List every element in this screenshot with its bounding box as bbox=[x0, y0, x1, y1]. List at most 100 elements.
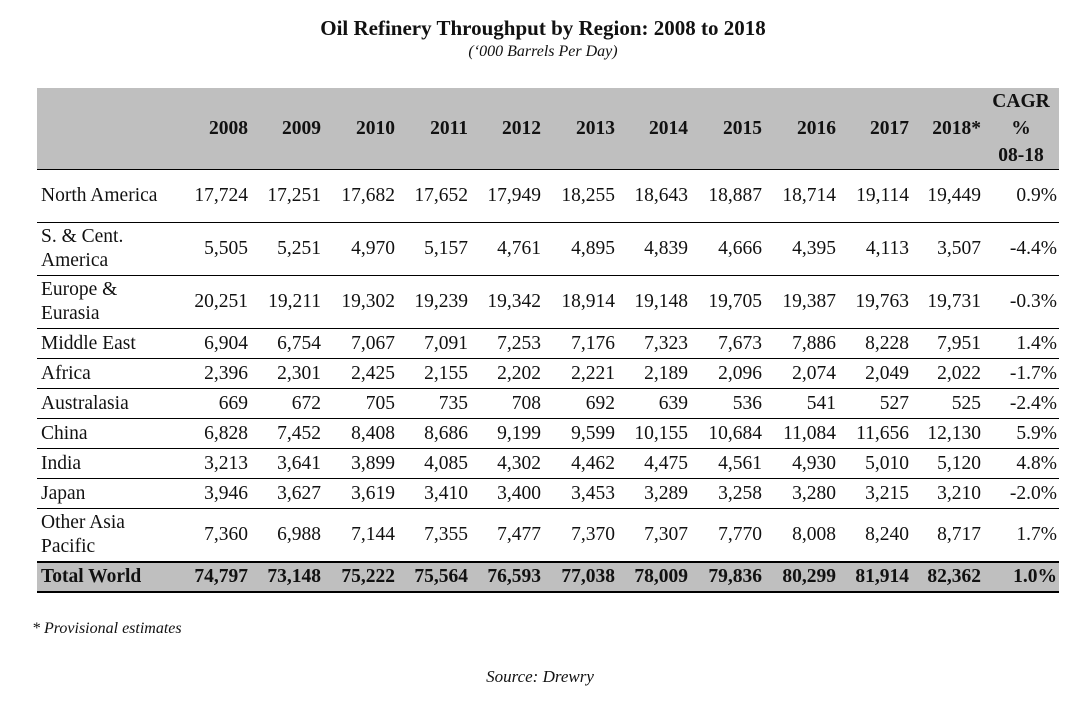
year-header: 2016 bbox=[797, 117, 836, 139]
table-row: North America 17,724 17,251 17,682 17,652 17,… bbox=[37, 169, 1059, 223]
value-cell: 525 bbox=[951, 392, 981, 414]
total-cell: 82,362 bbox=[927, 565, 981, 587]
total-cell: 81,914 bbox=[855, 565, 909, 587]
value-cell: 12,130 bbox=[927, 422, 981, 444]
value-cell: 18,643 bbox=[634, 185, 688, 206]
region-label: Africa bbox=[41, 362, 91, 384]
value-cell: 2,096 bbox=[718, 362, 762, 384]
value-cell: 3,619 bbox=[351, 482, 395, 504]
value-cell: 7,307 bbox=[644, 523, 688, 545]
table-subtitle: (‘000 Barrels Per Day) bbox=[468, 43, 618, 60]
value-cell: 5,251 bbox=[277, 238, 321, 259]
table-body: North America 17,724 17,251 17,682 17,652 17,… bbox=[37, 169, 1059, 562]
value-cell: 527 bbox=[879, 392, 909, 414]
value-cell: 3,400 bbox=[497, 482, 541, 504]
value-cell: 17,724 bbox=[194, 185, 248, 206]
value-cell: 7,477 bbox=[497, 523, 541, 545]
value-cell: 4,302 bbox=[497, 452, 541, 474]
value-cell: 4,930 bbox=[792, 452, 836, 474]
value-cell: 7,067 bbox=[351, 332, 395, 354]
table-row: Africa 2,396 2,301 2,425 2,155 2,202 2,221 2,18… bbox=[37, 358, 1059, 389]
value-cell: 7,176 bbox=[571, 332, 615, 354]
cagr-cell: -2.4% bbox=[1009, 392, 1057, 414]
total-label: Total World bbox=[41, 565, 142, 587]
region-header bbox=[37, 88, 176, 170]
value-cell: 541 bbox=[806, 392, 836, 414]
value-cell: 2,221 bbox=[571, 362, 615, 384]
value-cell: 10,684 bbox=[708, 422, 762, 444]
table-row: India 3,213 3,641 3,899 4,085 4,302 4,462 4,475… bbox=[37, 448, 1059, 479]
value-cell: 18,887 bbox=[708, 185, 762, 206]
value-cell: 10,155 bbox=[634, 422, 688, 444]
total-cell: 75,564 bbox=[414, 565, 468, 587]
total-cell: 73,148 bbox=[267, 565, 321, 587]
value-cell: 19,731 bbox=[927, 291, 981, 312]
value-cell: 2,396 bbox=[204, 362, 248, 384]
year-header: 2013 bbox=[576, 117, 615, 139]
value-cell: 19,148 bbox=[634, 291, 688, 312]
region-label: Japan bbox=[41, 482, 86, 504]
value-cell: 2,022 bbox=[937, 362, 981, 384]
value-cell: 6,828 bbox=[204, 422, 248, 444]
value-cell: 4,895 bbox=[571, 238, 615, 259]
value-cell: 17,682 bbox=[341, 185, 395, 206]
value-cell: 5,120 bbox=[937, 452, 981, 474]
value-cell: 7,886 bbox=[792, 332, 836, 354]
value-cell: 7,253 bbox=[497, 332, 541, 354]
value-cell: 7,452 bbox=[277, 422, 321, 444]
value-cell: 3,946 bbox=[204, 482, 248, 504]
value-cell: 7,091 bbox=[424, 332, 468, 354]
value-cell: 19,302 bbox=[341, 291, 395, 312]
value-cell: 3,215 bbox=[865, 482, 909, 504]
value-cell: 3,258 bbox=[718, 482, 762, 504]
value-cell: 2,189 bbox=[644, 362, 688, 384]
value-cell: 2,301 bbox=[277, 362, 321, 384]
value-cell: 2,049 bbox=[865, 362, 909, 384]
year-header: 2012 bbox=[502, 117, 541, 139]
table-row: Other Asia Pacific 7,360 6,988 7,144 7,355 7,… bbox=[37, 508, 1059, 562]
value-cell: 7,360 bbox=[204, 523, 248, 545]
value-cell: 17,949 bbox=[487, 185, 541, 206]
cagr-header-line: CAGR bbox=[992, 91, 1050, 112]
value-cell: 4,561 bbox=[718, 452, 762, 474]
value-cell: 19,763 bbox=[855, 291, 909, 312]
value-cell: 8,008 bbox=[792, 523, 836, 545]
value-cell: 669 bbox=[218, 392, 248, 414]
value-cell: 3,280 bbox=[792, 482, 836, 504]
value-cell: 8,228 bbox=[865, 332, 909, 354]
value-cell: 4,085 bbox=[424, 452, 468, 474]
value-cell: 5,010 bbox=[865, 452, 909, 474]
value-cell: 8,408 bbox=[351, 422, 395, 444]
value-cell: 18,255 bbox=[561, 185, 615, 206]
value-cell: 3,627 bbox=[277, 482, 321, 504]
value-cell: 4,462 bbox=[571, 452, 615, 474]
value-cell: 18,714 bbox=[782, 185, 836, 206]
table-row: Middle East 6,904 6,754 7,067 7,091 7,253 7,17… bbox=[37, 328, 1059, 359]
value-cell: 19,342 bbox=[487, 291, 541, 312]
value-cell: 3,507 bbox=[937, 238, 981, 259]
value-cell: 692 bbox=[585, 392, 615, 414]
cagr-cell: -0.3% bbox=[1009, 291, 1057, 312]
cagr-header-line: 08-18 bbox=[998, 145, 1044, 166]
value-cell: 6,988 bbox=[277, 523, 321, 545]
total-cell: 74,797 bbox=[194, 565, 248, 587]
value-cell: 19,239 bbox=[414, 291, 468, 312]
year-header: 2009 bbox=[282, 117, 321, 139]
cagr-cell: 5.9% bbox=[1016, 422, 1057, 444]
cagr-cell: -2.0% bbox=[1009, 482, 1057, 504]
value-cell: 708 bbox=[511, 392, 541, 414]
region-label: China bbox=[41, 422, 88, 444]
cagr-header: CAGR % 08-18 bbox=[983, 88, 1059, 170]
region-label: North America bbox=[41, 185, 158, 206]
year-header: 2017 bbox=[870, 117, 909, 139]
value-cell: 17,251 bbox=[267, 185, 321, 206]
refinery-throughput-table: 2008 2009 2010 2011 2012 2013 2014 2015 … bbox=[37, 88, 1059, 593]
value-cell: 2,425 bbox=[351, 362, 395, 384]
value-cell: 19,449 bbox=[927, 185, 981, 206]
cagr-cell: 1.7% bbox=[1016, 523, 1057, 545]
total-cell: 76,593 bbox=[487, 565, 541, 587]
year-header: 2010 bbox=[356, 117, 395, 139]
value-cell: 5,505 bbox=[204, 238, 248, 259]
total-row: Total World 74,797 73,148 75,222 75,564 … bbox=[37, 561, 1059, 592]
header-row: 2008 2009 2010 2011 2012 2013 2014 2015 … bbox=[37, 88, 1059, 170]
